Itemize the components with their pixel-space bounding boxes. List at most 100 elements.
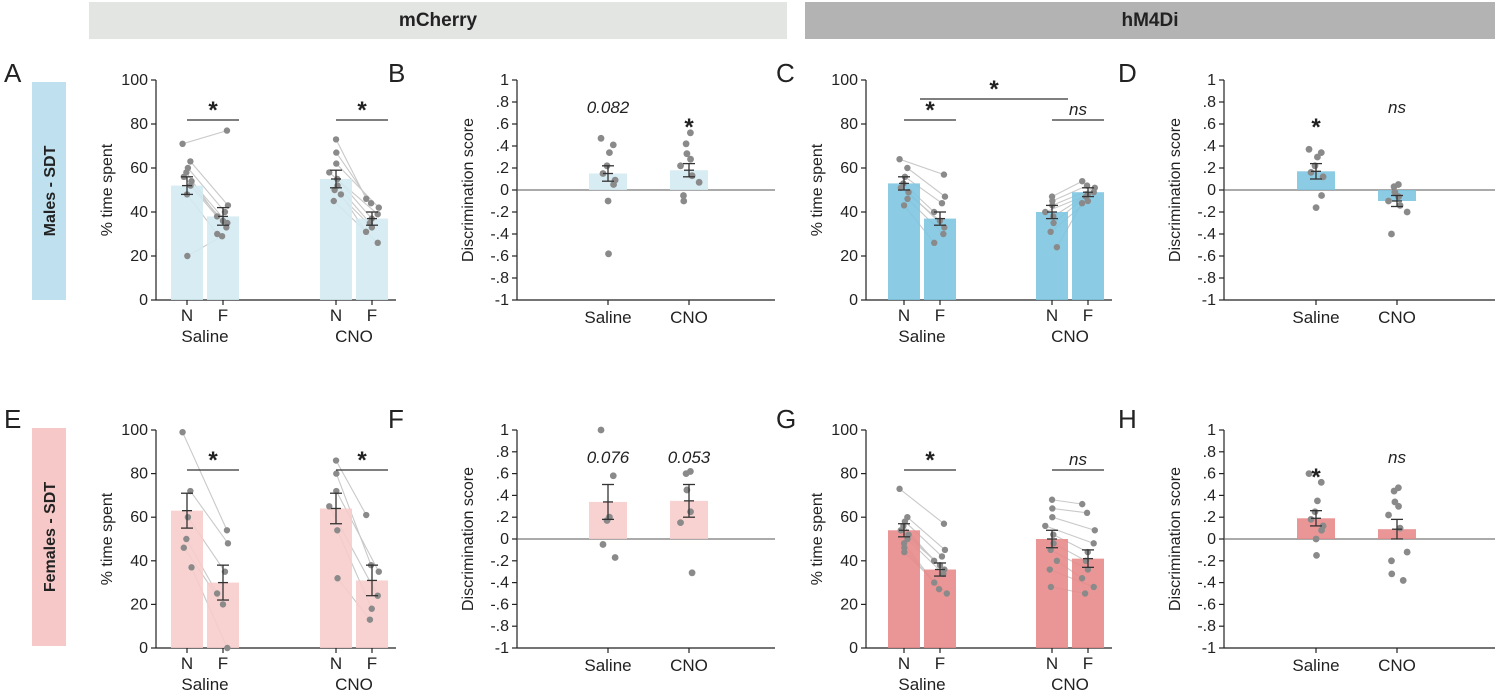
y-tick-label-d: -1 <box>1202 292 1216 309</box>
data-point-e <box>334 527 341 534</box>
data-point-h <box>1388 557 1395 565</box>
header-mcherry-label: mCherry <box>399 10 478 31</box>
data-point-f <box>599 541 607 548</box>
x-tick-label-h: CNO <box>1378 656 1416 675</box>
data-point-h <box>1385 511 1392 519</box>
x-tick-label-e: F <box>367 654 377 673</box>
paired-line-g <box>1045 525 1094 544</box>
data-point-h <box>1312 535 1320 543</box>
data-point-d <box>1312 204 1320 212</box>
bar-c-saline-n <box>888 183 920 300</box>
data-point-c <box>1078 200 1086 207</box>
data-point-a <box>362 228 370 235</box>
y-tick-label-h: 0 <box>1207 531 1216 548</box>
y-tick-label-a: 20 <box>130 248 148 265</box>
data-point-b <box>606 149 613 157</box>
data-point-h <box>1390 487 1398 495</box>
y-tick-label-c: 40 <box>840 204 858 221</box>
bar-e-saline-n <box>171 510 203 648</box>
x-tick-label-d: CNO <box>1378 308 1416 327</box>
bar-c-cno-f <box>1072 192 1104 300</box>
x-tick-label-c: F <box>935 306 945 325</box>
data-point-h <box>1399 577 1407 584</box>
data-point-g <box>1049 505 1056 512</box>
data-point-h <box>1314 497 1321 505</box>
data-point-c <box>1090 189 1097 196</box>
data-point-d <box>1388 230 1395 238</box>
paired-line-a <box>189 161 229 206</box>
y-tick-label-h: -1 <box>1202 640 1216 657</box>
panel-f: -1 -.8 -.6 -.4 -.2 0 .2 .4 .6 .8 1 Discrimination s… <box>460 422 775 675</box>
data-point-g <box>1042 522 1049 530</box>
data-point-a <box>223 127 231 134</box>
data-point-b <box>677 162 684 170</box>
condition-label-g: CNO <box>1051 675 1089 694</box>
condition-label-g: Saline <box>898 675 945 694</box>
cross-significance-label-c: * <box>989 76 999 103</box>
y-tick-label-d: .8 <box>1203 94 1216 111</box>
bar-a-cno-f <box>356 218 388 300</box>
data-point-a <box>375 204 382 211</box>
data-point-c <box>940 171 948 178</box>
y-tick-label-b: -.6 <box>490 248 509 265</box>
data-point-c <box>1042 208 1049 216</box>
y-tick-label-b: -.2 <box>490 204 509 221</box>
paired-line-g <box>1051 499 1083 505</box>
y-tick-label-h: -.6 <box>1197 596 1216 613</box>
y-tick-label-g: 40 <box>840 553 858 570</box>
y-tick-label-h: 1 <box>1207 422 1216 439</box>
y-tick-label-b: -.4 <box>490 226 509 243</box>
data-point-g <box>941 546 949 554</box>
paired-line-g <box>1052 507 1088 514</box>
panel-letter-c: C <box>776 58 795 88</box>
data-point-h <box>1388 570 1396 578</box>
y-tick-label-a: 40 <box>130 204 148 221</box>
data-point-e <box>224 644 231 652</box>
x-tick-label-e: N <box>330 654 342 673</box>
data-point-g <box>1081 590 1089 597</box>
data-point-e <box>188 564 195 571</box>
data-point-f <box>597 426 605 434</box>
y-tick-label-f: .2 <box>496 509 509 526</box>
data-point-a <box>367 200 375 207</box>
y-tick-label-f: -.4 <box>490 575 509 592</box>
significance-label-d: * <box>1311 114 1321 141</box>
significance-label-b: 0.082 <box>587 98 630 117</box>
x-tick-label-c: N <box>898 306 910 325</box>
y-tick-label-b: -1 <box>495 292 509 309</box>
data-point-b <box>683 150 691 158</box>
y-tick-label-h: -.2 <box>1197 553 1216 570</box>
y-tick-label-a: 100 <box>121 72 148 89</box>
data-point-e <box>183 535 190 543</box>
data-point-h <box>1307 515 1315 523</box>
bar-g-cno-n <box>1036 539 1068 648</box>
data-point-g <box>931 579 938 586</box>
data-point-g <box>1049 514 1056 521</box>
paired-line-c <box>907 167 946 198</box>
paired-line-g <box>899 488 945 525</box>
y-axis-label-e: % time spent <box>99 492 116 585</box>
x-tick-label-e: F <box>218 654 228 673</box>
data-point-g <box>1090 540 1097 547</box>
bar-g-saline-f <box>924 569 956 648</box>
bar-h-saline <box>1297 518 1335 539</box>
data-point-c <box>1047 228 1054 235</box>
row-label-males: Males - SDT <box>42 145 59 236</box>
condition-label-c: Saline <box>898 327 945 346</box>
data-point-e <box>223 527 231 534</box>
data-point-c <box>1084 197 1092 205</box>
data-point-g <box>1053 557 1061 564</box>
y-tick-label-e: 60 <box>130 509 148 526</box>
condition-label-e: CNO <box>335 675 373 694</box>
data-point-b <box>605 250 612 258</box>
paired-line-c <box>1052 185 1088 202</box>
data-point-c <box>1053 244 1061 251</box>
data-point-g <box>1050 531 1057 538</box>
panel-d: -1 -.8 -.6 -.4 -.2 0 .2 .4 .6 .8 1 Discrimination s… <box>1167 72 1495 327</box>
data-point-g <box>1079 500 1086 508</box>
data-point-e <box>184 514 192 521</box>
data-point-a <box>332 136 340 143</box>
condition-label-a: Saline <box>181 327 228 346</box>
